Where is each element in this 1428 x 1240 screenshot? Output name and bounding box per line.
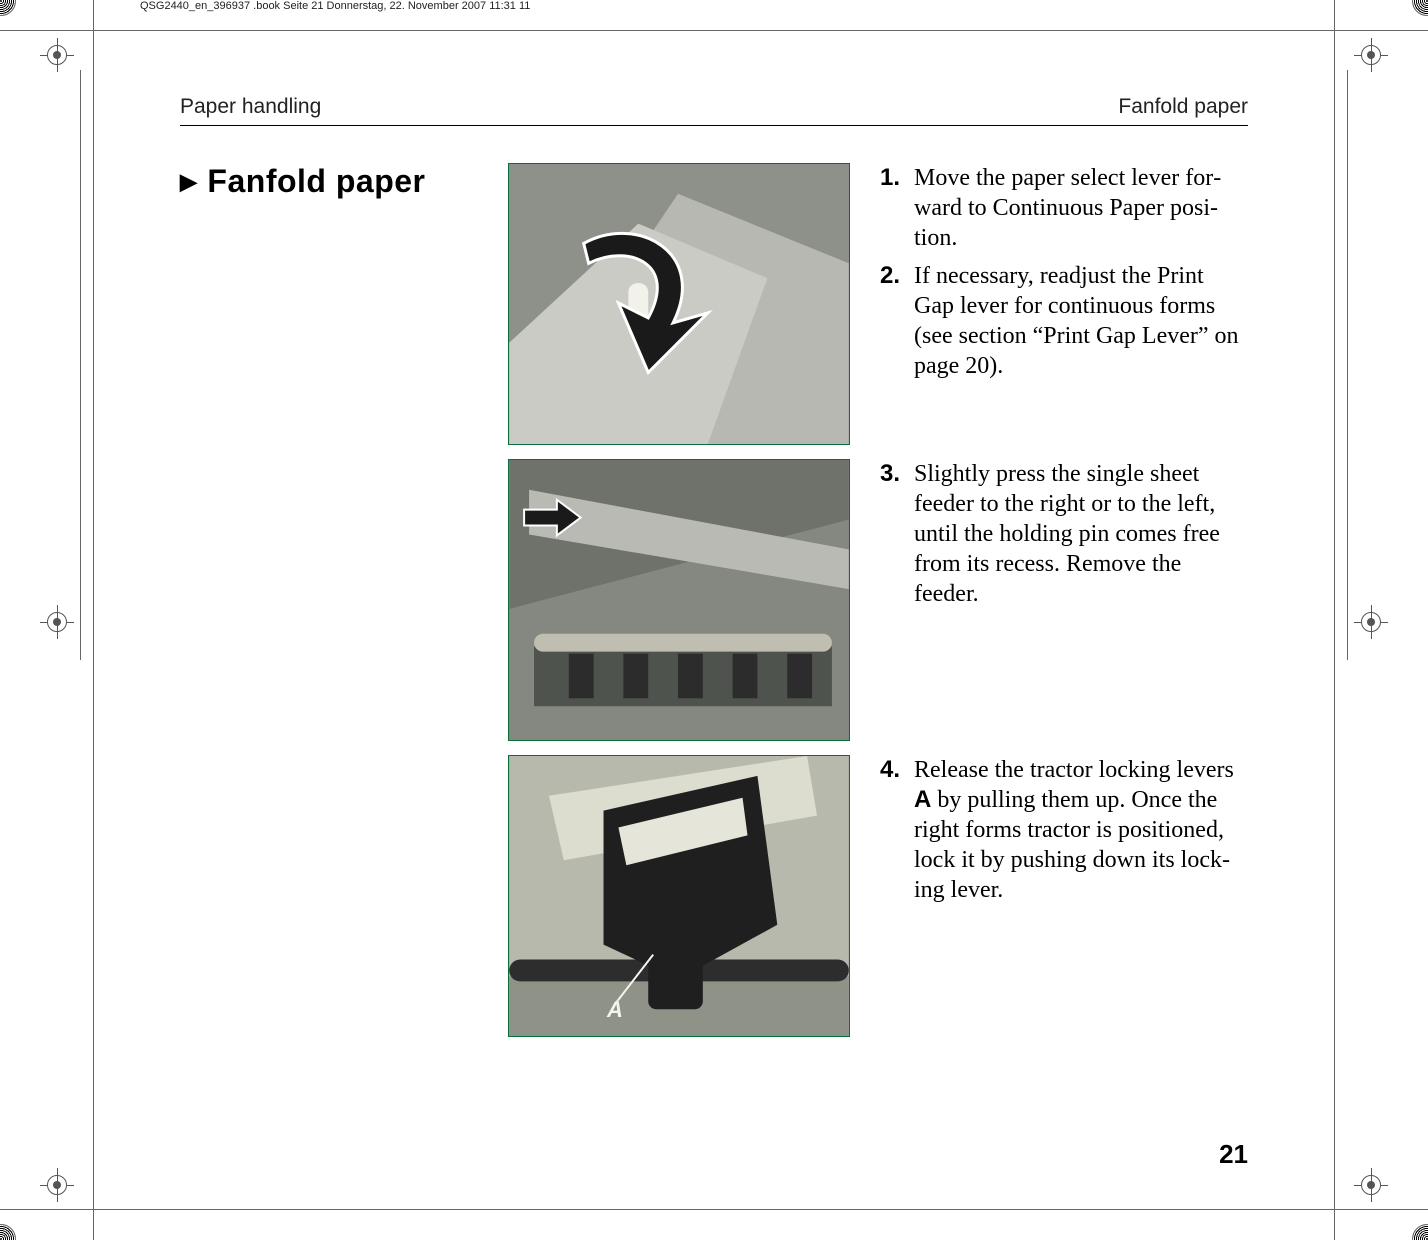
target-mark: [40, 1168, 74, 1202]
registration-mark-bottom-left: [0, 1224, 16, 1240]
content-area: Paper handling Fanfold paper ▶ Fanfold p…: [180, 95, 1248, 1170]
step-2-number: 2.: [880, 261, 908, 291]
running-head: Paper handling Fanfold paper: [180, 95, 1248, 126]
running-head-right: Fanfold paper: [1118, 95, 1248, 119]
figure-3-svg: [509, 756, 849, 1036]
crop-line: [1334, 0, 1335, 1240]
target-mark: [40, 605, 74, 639]
crop-line: [93, 0, 94, 1240]
step-2-text: If necessary, readjust the Print Gap lev…: [914, 261, 1248, 381]
running-head-left: Paper handling: [180, 95, 321, 119]
margin-rule: [1347, 70, 1348, 660]
registration-mark-bottom-right: [1412, 1224, 1428, 1240]
figure-2-svg: [509, 460, 849, 740]
page: QSG2440_en_396937 .book Seite 21 Donners…: [0, 0, 1428, 1240]
margin-rule: [80, 70, 81, 660]
target-mark: [1354, 1168, 1388, 1202]
page-number: 21: [1219, 1139, 1248, 1170]
figure-1: [508, 163, 850, 445]
step-2: 2. If necessary, readjust the Print Gap …: [880, 261, 1248, 381]
step-4-number: 4.: [880, 755, 908, 785]
step-3: 3. Slightly press the single sheet feede…: [880, 459, 1248, 609]
target-mark: [1354, 38, 1388, 72]
figure-1-svg: [509, 164, 849, 444]
crop-line: [0, 30, 1428, 31]
step-3-text: Slightly press the single sheet feeder t…: [914, 459, 1248, 609]
crop-line: [0, 1209, 1428, 1210]
registration-mark-top-left: [0, 0, 16, 16]
figure-3-label-A: A: [607, 997, 623, 1023]
section-title-text: Fanfold paper: [207, 163, 425, 200]
figure-2: [508, 459, 850, 741]
step-1-number: 1.: [880, 163, 908, 193]
steps-column: 1. Move the paper select lever for­ward …: [880, 163, 1248, 381]
step-3-number: 3.: [880, 459, 908, 489]
registration-mark-top-right: [1412, 0, 1428, 16]
target-mark: [1354, 605, 1388, 639]
figure-3: [508, 755, 850, 1037]
section-heading: ▶ Fanfold paper: [180, 163, 425, 200]
step-4: 4. Release the tractor locking levers A …: [880, 755, 1248, 905]
step-1: 1. Move the paper select lever for­ward …: [880, 163, 1248, 253]
target-mark: [40, 38, 74, 72]
book-meta-header: QSG2440_en_396937 .book Seite 21 Donners…: [140, 0, 530, 12]
triangle-right-icon: ▶: [180, 171, 197, 193]
step-4-text: Release the tractor locking levers A by …: [914, 755, 1248, 905]
step-1-text: Move the paper select lever for­ward to …: [914, 163, 1248, 253]
